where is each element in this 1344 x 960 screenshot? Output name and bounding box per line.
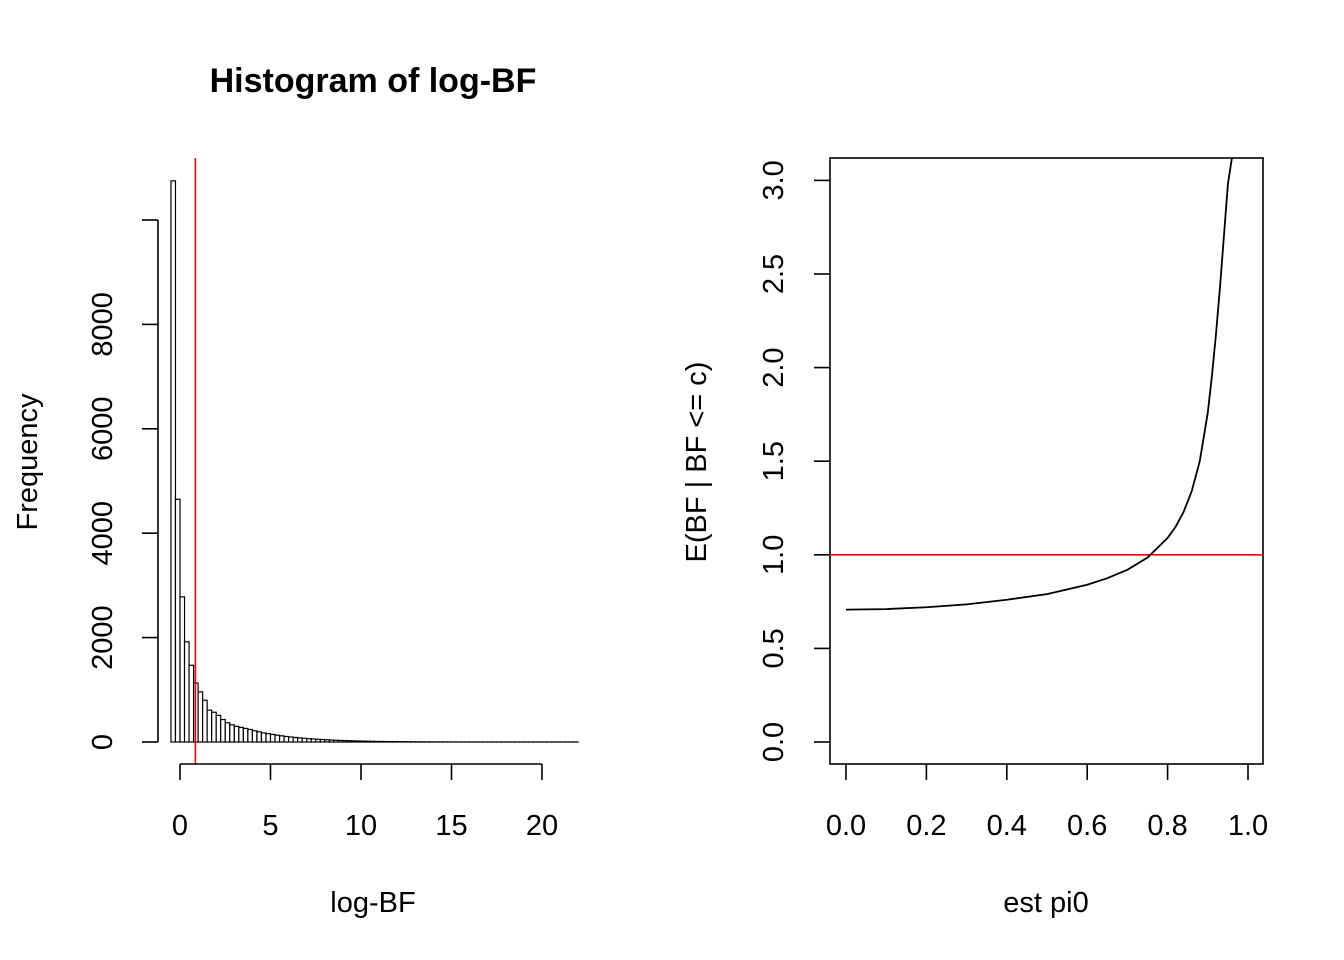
- y-tick-label: 2.0: [758, 347, 790, 387]
- histogram-bar: [233, 725, 240, 743]
- histogram-bar: [220, 718, 226, 743]
- y-tick-label: 2000: [87, 605, 119, 670]
- histogram-y-axis: 0 2000 4000 6000 8000: [87, 219, 159, 750]
- histogram-x-axis: 0 5 10 15 20: [172, 763, 558, 842]
- histogram-bar: [301, 737, 308, 743]
- y-tick-label: 4000: [87, 501, 119, 566]
- y-tick-label: 0.0: [758, 722, 790, 762]
- histogram-bar: [378, 740, 385, 743]
- x-tick-label: 0: [172, 810, 188, 842]
- line-y-label: E(BF | BF <= c): [681, 362, 713, 563]
- histogram-bar: [333, 739, 339, 743]
- histogram-bar: [369, 740, 376, 743]
- x-tick-label: 0.2: [906, 810, 946, 842]
- histogram-bar: [297, 737, 303, 743]
- histogram-bar: [256, 731, 263, 743]
- x-tick-label: 15: [435, 810, 467, 842]
- histogram-bar: [319, 738, 326, 743]
- y-tick-label: 2.5: [758, 254, 790, 294]
- histogram-bar: [206, 709, 213, 743]
- y-tick-label: 8000: [87, 292, 119, 357]
- x-tick-label: 0.6: [1067, 810, 1107, 842]
- y-tick-label: 0.5: [758, 628, 790, 668]
- y-tick-label: 6000: [87, 397, 119, 462]
- x-tick-label: 5: [262, 810, 278, 842]
- histogram-bar: [265, 733, 272, 743]
- histogram-title: Histogram of log-BF: [210, 62, 537, 100]
- histogram-bar: [188, 664, 195, 743]
- histogram-bar: [351, 740, 358, 743]
- x-tick-label: 20: [526, 810, 558, 842]
- histogram-bar: [174, 498, 181, 743]
- histogram-bar: [355, 740, 362, 743]
- line-x-label: est pi0: [1003, 887, 1088, 919]
- histogram-bar: [260, 732, 267, 743]
- histogram-bar: [324, 739, 330, 743]
- histogram-bar: [346, 740, 353, 743]
- histogram-bar: [274, 734, 281, 743]
- histogram-bar: [337, 739, 344, 743]
- histogram-bar: [183, 641, 190, 743]
- histogram-bar: [278, 735, 285, 743]
- line-y-axis: 0.0 0.5 1.0 1.5 2.0 2.5 3.0: [758, 160, 830, 762]
- histogram-bar: [292, 736, 299, 743]
- histogram-panel: Histogram of log-BF 0 2000 4000 6000 8000 0 5…: [12, 62, 579, 919]
- histogram-bar: [179, 596, 186, 743]
- y-tick-label: 0: [87, 734, 119, 750]
- x-tick-label: 1.0: [1228, 810, 1268, 842]
- line-x-axis: 0.0 0.2 0.4 0.6 0.8 1.0: [826, 764, 1268, 842]
- x-tick-label: 0.4: [987, 810, 1027, 842]
- histogram-bar: [283, 735, 290, 743]
- x-tick-label: 10: [345, 810, 377, 842]
- histogram-bars: [170, 180, 579, 743]
- histogram-bar: [373, 740, 380, 743]
- histogram-y-label: Frequency: [12, 393, 44, 531]
- line-series: [845, 157, 1233, 611]
- histogram-bar: [306, 738, 312, 743]
- histogram-bar: [170, 180, 177, 743]
- histogram-bar: [229, 724, 235, 743]
- histogram-bar: [360, 740, 367, 743]
- histogram-bar: [197, 691, 204, 743]
- x-tick-label: 0.0: [826, 810, 866, 842]
- histogram-bar: [269, 733, 276, 743]
- histogram-bar: [238, 726, 244, 743]
- histogram-bar: [215, 714, 222, 743]
- histogram-bar: [342, 739, 349, 743]
- histogram-bar: [364, 740, 371, 743]
- histogram-bar: [315, 738, 321, 743]
- line-panel: 0.0 0.5 1.0 1.5 2.0 2.5 3.0 0.0 0.2 0.4 0.6 0.8 1.0…: [681, 157, 1268, 919]
- histogram-bar: [202, 699, 208, 743]
- y-tick-label: 1.0: [758, 535, 790, 575]
- histogram-bar: [211, 711, 217, 743]
- line-plot-box: [829, 157, 1264, 765]
- y-tick-label: 1.5: [758, 441, 790, 481]
- y-tick-label: 3.0: [758, 160, 790, 200]
- histogram-bar: [310, 738, 317, 743]
- histogram-bar: [242, 727, 249, 743]
- histogram-bar: [247, 728, 254, 743]
- histogram-bar: [251, 730, 258, 743]
- histogram-x-label: log-BF: [330, 887, 415, 919]
- histogram-bar: [224, 722, 231, 743]
- histogram-bar: [328, 739, 335, 743]
- x-tick-label: 0.8: [1147, 810, 1187, 842]
- histogram-bar: [288, 736, 294, 743]
